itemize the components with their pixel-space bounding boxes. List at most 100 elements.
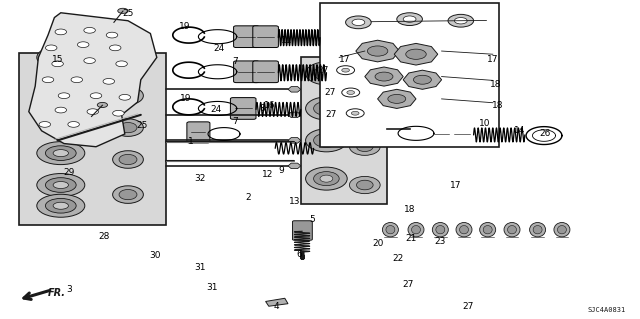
Circle shape <box>119 94 131 100</box>
Text: 27: 27 <box>324 88 335 97</box>
Ellipse shape <box>36 110 85 133</box>
Circle shape <box>351 111 359 115</box>
Circle shape <box>375 72 393 81</box>
Ellipse shape <box>386 226 395 234</box>
Ellipse shape <box>113 55 143 73</box>
Ellipse shape <box>45 178 76 192</box>
Text: 27: 27 <box>403 280 414 289</box>
Ellipse shape <box>349 71 380 88</box>
Circle shape <box>55 29 67 35</box>
Ellipse shape <box>119 154 137 165</box>
FancyBboxPatch shape <box>234 26 259 48</box>
Text: 28: 28 <box>98 232 109 241</box>
Ellipse shape <box>36 174 85 197</box>
Ellipse shape <box>53 118 68 125</box>
Ellipse shape <box>320 137 333 144</box>
Circle shape <box>397 13 422 26</box>
Text: SJC4A0831: SJC4A0831 <box>588 307 626 313</box>
FancyBboxPatch shape <box>301 57 387 204</box>
Circle shape <box>367 46 388 56</box>
Text: 30: 30 <box>149 251 161 260</box>
Ellipse shape <box>356 142 373 152</box>
FancyBboxPatch shape <box>187 122 210 143</box>
Text: 29: 29 <box>63 168 75 177</box>
Ellipse shape <box>53 182 68 189</box>
Text: 24: 24 <box>211 105 222 114</box>
FancyBboxPatch shape <box>253 61 278 83</box>
Text: 1: 1 <box>188 137 193 146</box>
Ellipse shape <box>433 223 448 237</box>
Ellipse shape <box>119 91 137 101</box>
Circle shape <box>413 75 431 84</box>
Ellipse shape <box>306 129 347 152</box>
Ellipse shape <box>113 87 143 105</box>
Circle shape <box>346 109 364 118</box>
Text: 9: 9 <box>279 166 284 175</box>
Circle shape <box>448 14 474 27</box>
Text: 19: 19 <box>179 22 190 31</box>
Polygon shape <box>29 13 157 147</box>
Ellipse shape <box>320 70 333 77</box>
Polygon shape <box>288 112 301 118</box>
Circle shape <box>84 58 95 63</box>
Text: 17: 17 <box>487 55 499 63</box>
Text: 11: 11 <box>281 36 292 45</box>
Circle shape <box>87 109 99 115</box>
Circle shape <box>403 16 416 22</box>
Text: 19: 19 <box>180 94 191 103</box>
Ellipse shape <box>314 133 339 147</box>
Ellipse shape <box>53 150 68 157</box>
Text: 31: 31 <box>194 263 205 272</box>
Text: 13: 13 <box>289 197 300 206</box>
Polygon shape <box>288 137 301 143</box>
FancyBboxPatch shape <box>253 26 278 48</box>
Circle shape <box>84 27 95 33</box>
Circle shape <box>347 91 355 94</box>
Ellipse shape <box>314 66 339 80</box>
Circle shape <box>337 66 355 75</box>
Ellipse shape <box>113 151 143 168</box>
Text: 15: 15 <box>52 55 63 63</box>
Circle shape <box>388 94 406 103</box>
Ellipse shape <box>119 189 137 200</box>
Ellipse shape <box>119 122 137 133</box>
Ellipse shape <box>119 59 137 69</box>
Ellipse shape <box>530 223 545 237</box>
Circle shape <box>45 45 57 51</box>
Text: 23: 23 <box>435 237 446 246</box>
FancyBboxPatch shape <box>234 61 259 83</box>
Circle shape <box>39 122 51 127</box>
Circle shape <box>106 32 118 38</box>
Ellipse shape <box>436 226 445 234</box>
Ellipse shape <box>349 138 380 155</box>
Text: 17: 17 <box>450 181 461 189</box>
Text: 2: 2 <box>246 193 251 202</box>
Circle shape <box>406 49 426 59</box>
Text: 14: 14 <box>514 126 525 135</box>
Text: 5: 5 <box>310 215 315 224</box>
Circle shape <box>55 107 67 113</box>
Polygon shape <box>288 86 301 92</box>
Ellipse shape <box>36 78 85 101</box>
Ellipse shape <box>45 198 76 213</box>
Ellipse shape <box>45 114 76 129</box>
Ellipse shape <box>320 105 333 112</box>
Circle shape <box>109 45 121 51</box>
Text: 27: 27 <box>317 66 329 75</box>
Circle shape <box>342 88 360 97</box>
Ellipse shape <box>113 186 143 204</box>
Text: 8: 8 <box>260 104 265 113</box>
Circle shape <box>346 16 371 29</box>
Ellipse shape <box>45 50 76 65</box>
Text: 18: 18 <box>492 101 504 110</box>
Ellipse shape <box>557 226 566 234</box>
Ellipse shape <box>36 142 85 165</box>
Ellipse shape <box>504 223 520 237</box>
Ellipse shape <box>306 62 347 85</box>
Ellipse shape <box>356 180 373 190</box>
Ellipse shape <box>349 176 380 194</box>
Ellipse shape <box>460 226 468 234</box>
FancyBboxPatch shape <box>230 98 256 119</box>
Text: 12: 12 <box>262 170 273 179</box>
Circle shape <box>118 8 128 13</box>
